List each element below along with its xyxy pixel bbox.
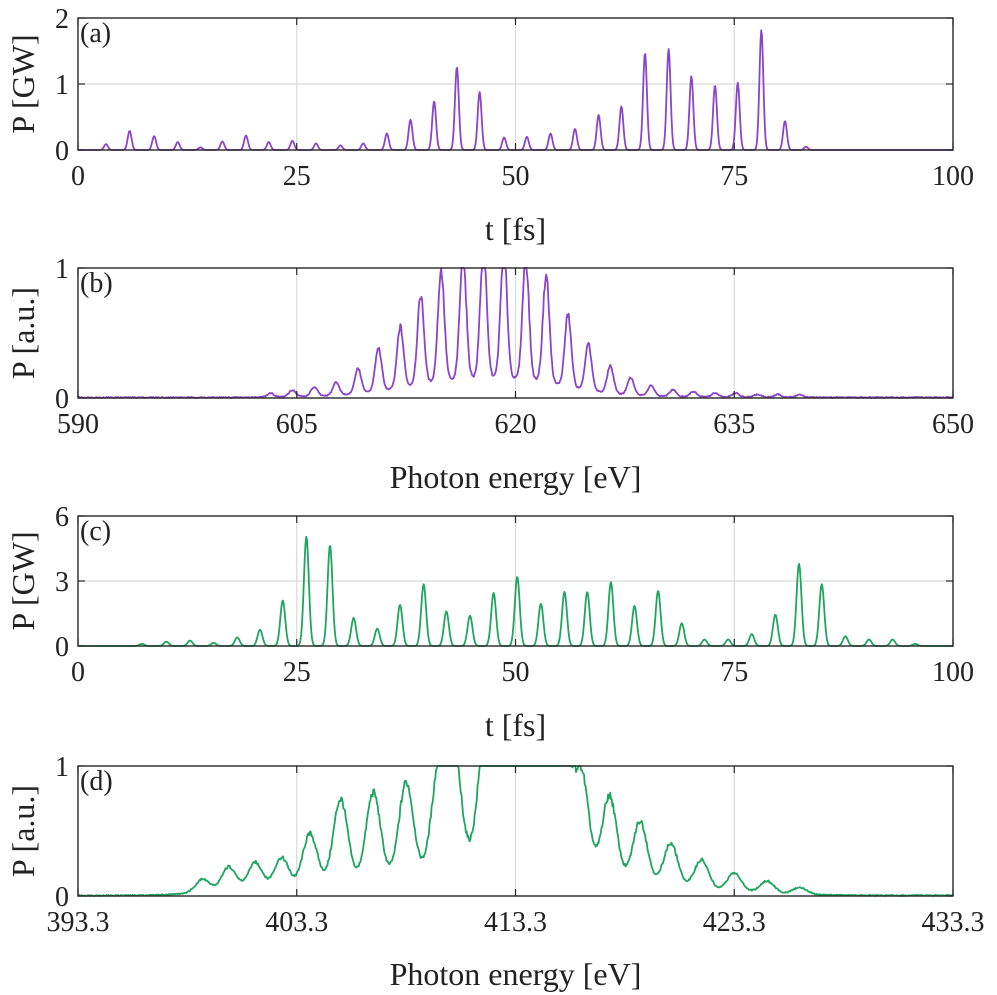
y-tick-label: 1	[55, 70, 69, 101]
y-tick-label: 0	[55, 882, 69, 913]
y-tick-label: 1	[55, 752, 69, 783]
y-axis-title: P [GW]	[5, 531, 41, 630]
panel-label: (b)	[80, 268, 113, 299]
panel-c: 0 25 50 75 100 0 3 6 t [fs] P [GW] (c)	[5, 502, 974, 743]
x-tick-label: 590	[57, 409, 99, 440]
y-tick-label: 0	[55, 632, 69, 663]
panel-label: (a)	[80, 18, 111, 49]
x-tick-label: 50	[502, 657, 530, 688]
x-tick-label: 620	[495, 409, 537, 440]
panel-d: 393.3 403.3 413.3 423.3 433.3 0 1 Photon energy…	[5, 752, 985, 992]
x-tick-label: 75	[720, 161, 748, 192]
x-tick-label: 0	[71, 161, 85, 192]
x-tick-label: 100	[932, 161, 974, 192]
x-tick-label: 50	[502, 161, 530, 192]
y-tick-label: 1	[55, 254, 69, 285]
x-tick-label: 605	[276, 409, 318, 440]
x-tick-label: 75	[720, 657, 748, 688]
y-tick-label: 3	[55, 567, 69, 598]
y-tick-label: 0	[55, 384, 69, 415]
x-tick-label: 25	[283, 657, 311, 688]
y-tick-label: 0	[55, 136, 69, 167]
y-axis-title: P [a.u.]	[5, 287, 41, 379]
y-tick-label: 2	[55, 4, 69, 35]
x-tick-label: 413.3	[484, 907, 547, 938]
x-tick-label: 25	[283, 161, 311, 192]
x-tick-label: 0	[71, 657, 85, 688]
x-axis-title: Photon energy [eV]	[390, 956, 642, 992]
panel-label: (d)	[80, 766, 113, 797]
y-axis-title: P [GW]	[5, 34, 41, 133]
x-axis-title: t [fs]	[485, 211, 546, 247]
x-tick-label: 433.3	[922, 907, 985, 938]
y-axis-title: P [a.u.]	[5, 785, 41, 877]
y-tick-label: 6	[55, 502, 69, 533]
panel-b: 590 605 620 635 650 0 1 Photon energy [eV] P [a.…	[5, 254, 974, 495]
x-tick-label: 403.3	[265, 907, 328, 938]
x-axis-title: Photon energy [eV]	[390, 459, 642, 495]
x-tick-label: 650	[932, 409, 974, 440]
x-tick-label: 100	[932, 657, 974, 688]
x-tick-label: 393.3	[47, 907, 110, 938]
panel-a: 0 25 50 75 100 0 1 2 t [fs] P [GW] (a)	[5, 4, 974, 247]
x-tick-label: 635	[713, 409, 755, 440]
panel-label: (c)	[80, 516, 111, 547]
x-tick-label: 423.3	[703, 907, 766, 938]
x-axis-title: t [fs]	[485, 707, 546, 743]
